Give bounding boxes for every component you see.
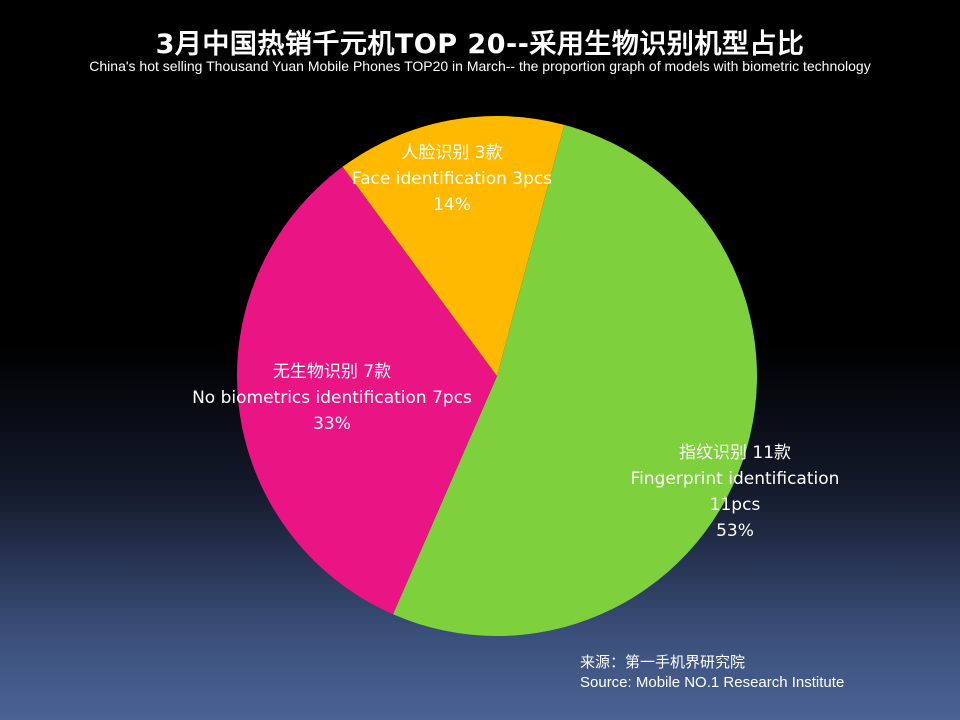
slice-label-line: 指纹识别 11款 xyxy=(679,443,791,463)
slice-label-none: 无生物识别 7款 No biometrics identification 7pc… xyxy=(192,362,472,434)
slice-label-line: 无生物识别 7款 xyxy=(273,362,391,382)
chart-subtitle: China's hot selling Thousand Yuan Mobile… xyxy=(89,58,871,74)
slice-label-fingerprint: 指纹识别 11款 Fingerprint identification 11pcs 5… xyxy=(631,443,840,541)
pie-slice-face xyxy=(342,116,565,376)
slice-label-line: No biometrics identification 7pcs xyxy=(192,388,472,408)
slice-label-line: Face identification 3pcs xyxy=(352,169,552,189)
slice-label-line: 33% xyxy=(313,414,351,434)
slice-label-line: 14% xyxy=(433,195,471,215)
source-note: 来源：第一手机界研究院 Source: Mobile NO.1 Research… xyxy=(580,653,844,693)
pie-slice-none xyxy=(236,166,497,615)
pie-slice-fingerprint xyxy=(393,124,757,636)
slice-label-line: 11pcs xyxy=(710,495,761,515)
slice-label-line: Fingerprint identification xyxy=(631,469,840,489)
source-line-chinese: 来源：第一手机界研究院 xyxy=(580,654,746,671)
slice-label-line: 53% xyxy=(716,521,754,541)
slice-label-face: 人脸识别 3款 Face identification 3pcs 14% xyxy=(352,143,552,215)
slice-label-line: 人脸识别 3款 xyxy=(401,143,502,163)
source-line-english: Source: Mobile NO.1 Research Institute xyxy=(580,674,845,691)
chart-title: 3月中国热销千元机TOP 20--采用生物识别机型占比 xyxy=(155,29,805,60)
